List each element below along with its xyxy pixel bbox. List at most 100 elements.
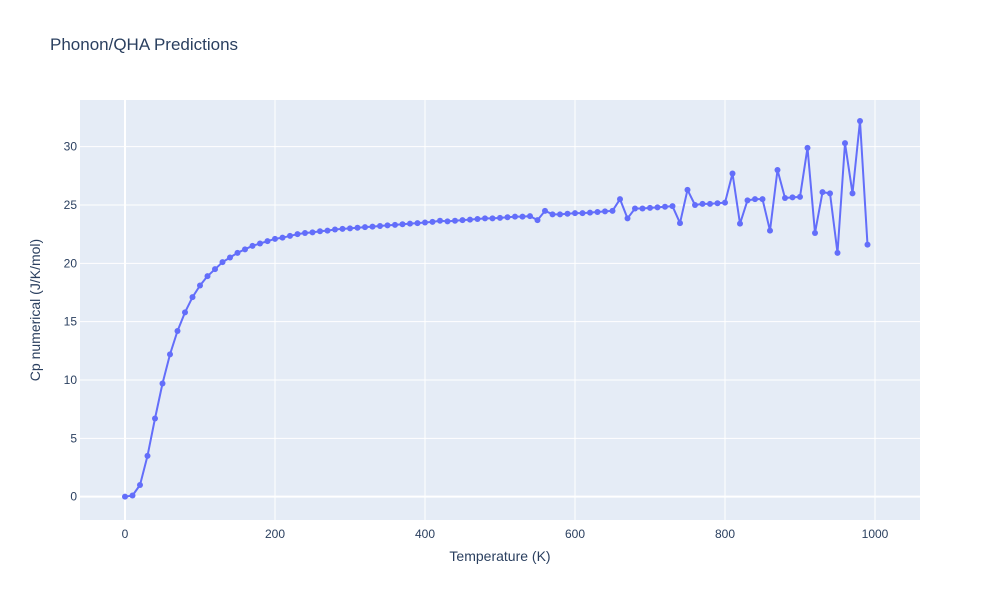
data-point: [692, 202, 698, 208]
data-point: [504, 214, 511, 221]
data-point: [647, 204, 653, 211]
y-tick-label: 0: [70, 490, 77, 504]
data-point: [632, 205, 638, 212]
data-point: [197, 282, 203, 289]
data-point: [654, 204, 661, 211]
data-point: [182, 309, 188, 316]
data-point: [264, 238, 271, 245]
data-point: [189, 294, 196, 301]
data-point: [489, 215, 496, 222]
data-point: [399, 221, 406, 228]
x-tick-label: 1000: [862, 527, 889, 541]
data-point: [369, 223, 376, 230]
y-axis-title: Cp numerical (J/K/mol): [27, 239, 43, 381]
y-tick-label: 5: [70, 431, 77, 445]
data-point: [639, 205, 646, 212]
tick-labels: 0 200 400 600 800 1000 0 5 10 15 20 25 30: [64, 140, 889, 541]
data-point: [212, 266, 218, 273]
data-point: [789, 194, 796, 201]
y-tick-label: 20: [64, 256, 78, 270]
data-point: [204, 273, 211, 280]
data-point: [339, 225, 346, 232]
data-point: [842, 140, 848, 147]
data-point: [542, 207, 548, 214]
data-point: [407, 220, 413, 227]
data-point: [617, 196, 623, 203]
data-point: [564, 210, 571, 217]
data-point: [219, 259, 226, 266]
data-point: [167, 351, 173, 358]
data-point: [737, 220, 743, 227]
data-point: [684, 186, 691, 193]
data-point: [594, 209, 601, 215]
data-point: [294, 231, 301, 238]
data-point: [834, 249, 841, 256]
data-point: [309, 229, 316, 236]
data-point: [324, 227, 331, 234]
x-tick-label: 400: [415, 527, 435, 541]
data-point: [302, 230, 308, 236]
data-point: [152, 415, 158, 422]
data-point: [722, 199, 728, 206]
data-point: [272, 235, 278, 242]
data-point: [549, 211, 556, 218]
data-point: [362, 224, 368, 231]
data-point: [572, 210, 578, 217]
x-axis-title: Temperature (K): [449, 548, 550, 564]
data-point: [714, 200, 721, 207]
data-point: [827, 190, 833, 197]
data-point: [384, 222, 391, 229]
x-tick-label: 0: [122, 527, 129, 541]
data-point: [819, 189, 826, 196]
plot-area: [80, 100, 920, 520]
data-point: [174, 328, 181, 334]
x-tick-label: 800: [715, 527, 735, 541]
data-point: [227, 254, 233, 261]
data-point: [437, 217, 443, 224]
data-point: [422, 219, 428, 226]
data-point: [587, 209, 593, 216]
data-point: [849, 190, 856, 197]
data-point: [812, 230, 818, 236]
data-point: [527, 213, 533, 220]
data-point: [137, 482, 143, 488]
data-point: [242, 246, 248, 253]
y-tick-label: 10: [64, 373, 78, 387]
data-point: [677, 220, 683, 227]
data-point: [332, 226, 338, 233]
data-point: [759, 196, 766, 203]
chart-title: Phonon/QHA Predictions: [50, 35, 238, 54]
data-point: [429, 218, 436, 225]
data-point: [159, 380, 166, 387]
data-point: [249, 242, 256, 249]
data-point: [377, 223, 383, 229]
data-point: [774, 167, 781, 173]
data-point: [752, 196, 758, 203]
data-point: [122, 493, 128, 500]
series-line: [124, 120, 869, 498]
data-point: [287, 232, 293, 239]
data-point: [474, 216, 481, 222]
series-layer: [122, 118, 871, 500]
data-point: [744, 197, 751, 204]
data-point: [669, 203, 676, 210]
y-tick-label: 15: [64, 315, 78, 329]
data-point: [354, 224, 361, 231]
data-point: [624, 215, 631, 222]
data-point: [864, 241, 871, 248]
data-point: [662, 203, 668, 210]
x-tick-label: 600: [565, 527, 585, 541]
data-point: [467, 216, 473, 223]
data-point: [797, 193, 803, 200]
data-point: [729, 170, 736, 177]
data-point: [347, 225, 353, 232]
data-point: [497, 214, 503, 221]
data-point: [392, 221, 398, 228]
data-point: [459, 217, 466, 224]
data-point: [257, 240, 263, 247]
data-point: [609, 207, 616, 214]
y-tick-label: 30: [64, 140, 78, 154]
data-point: [279, 234, 286, 241]
